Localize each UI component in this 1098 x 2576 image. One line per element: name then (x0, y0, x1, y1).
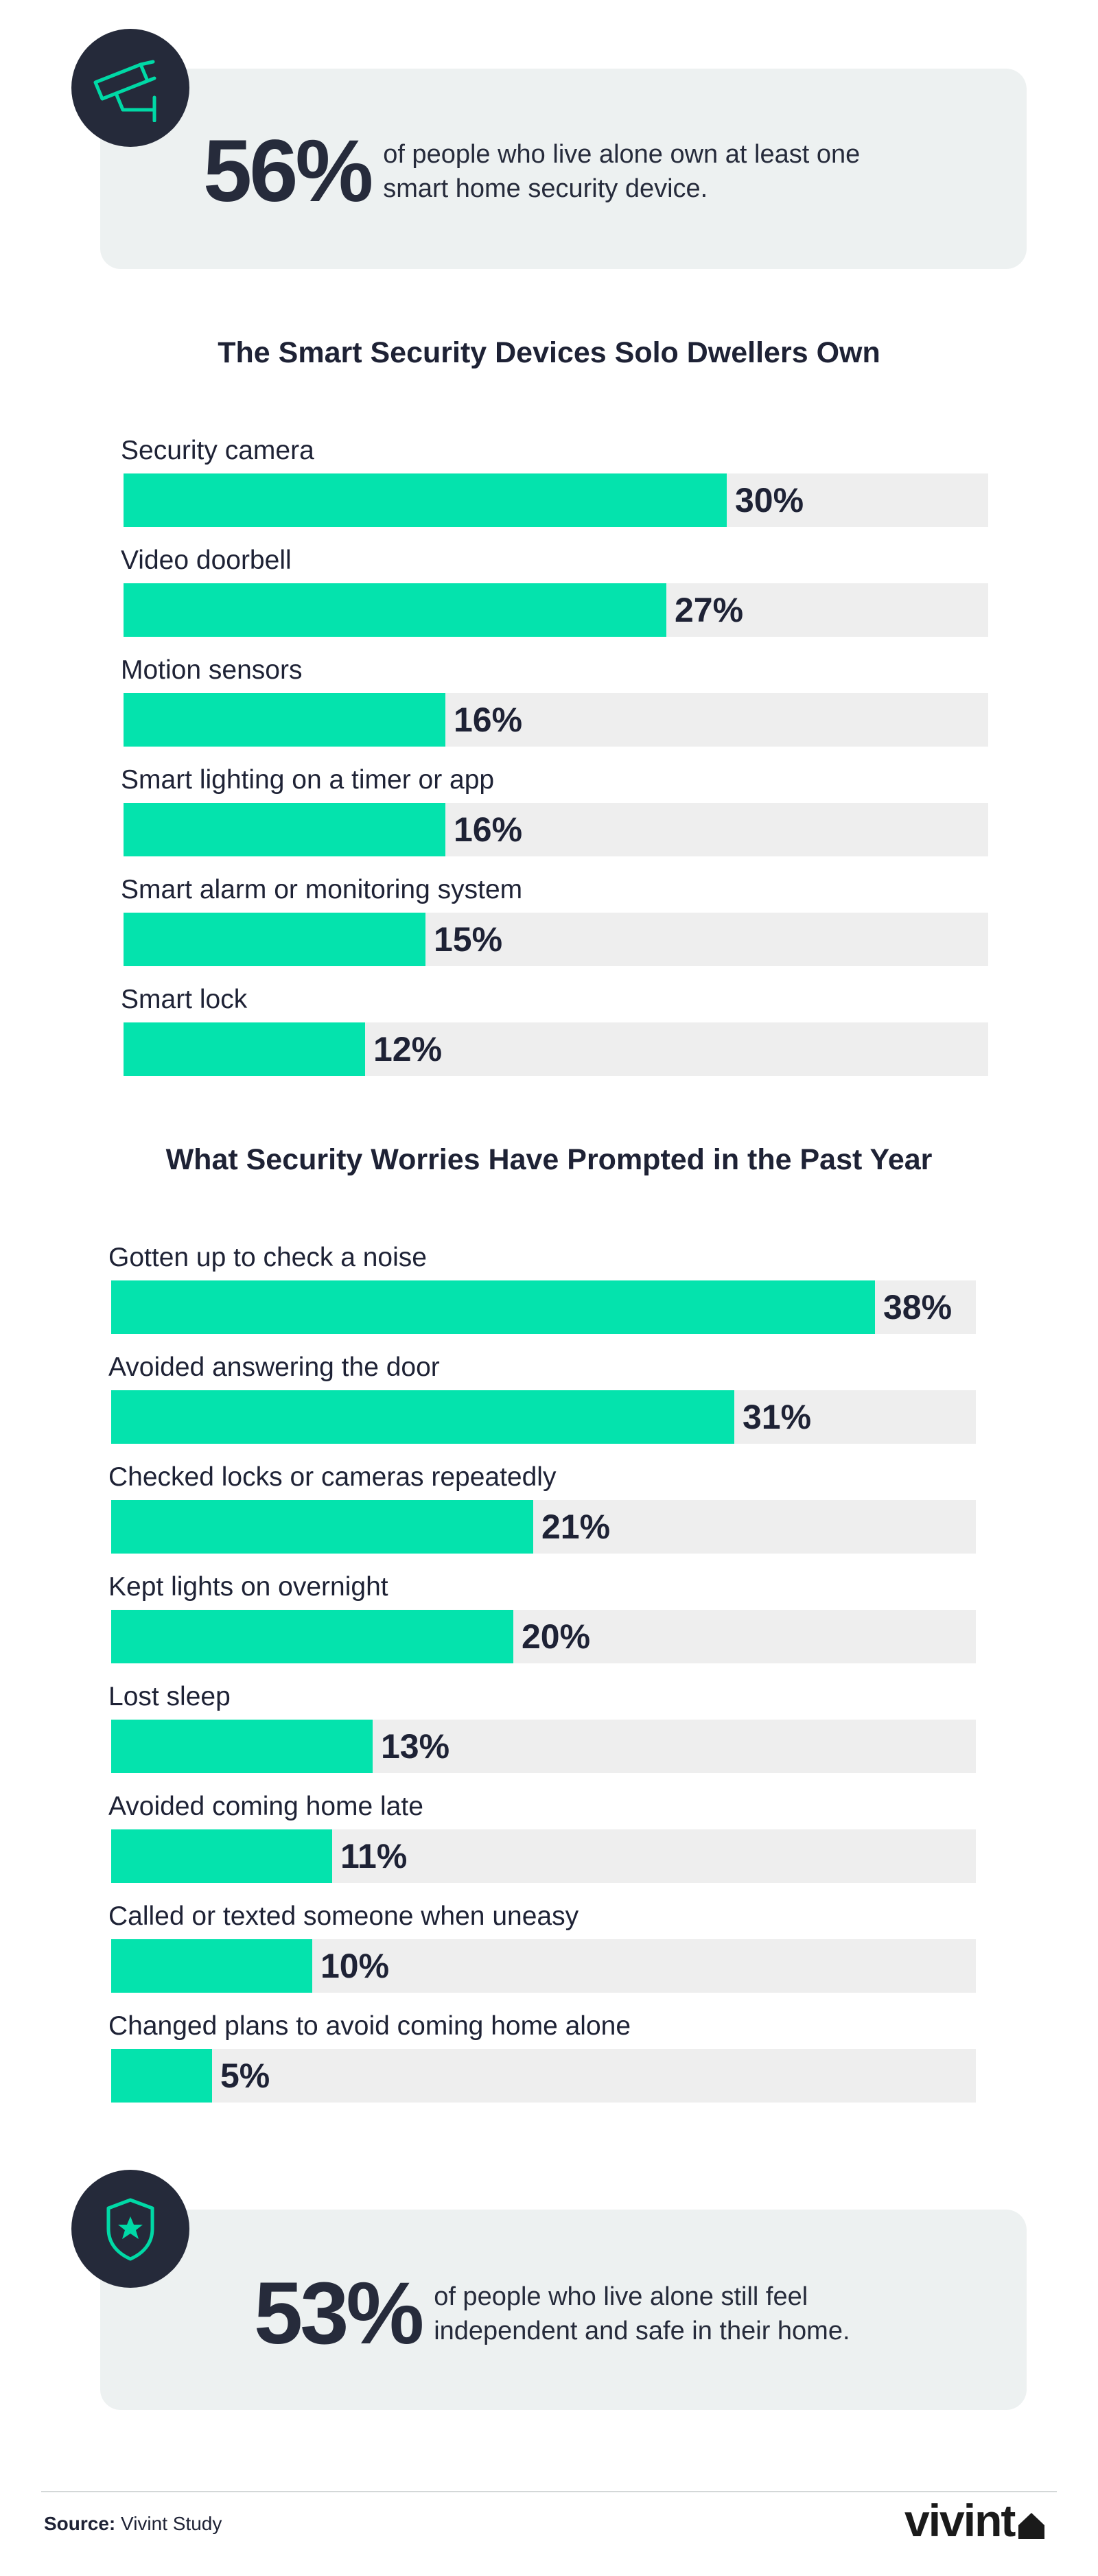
bar-value-label: 13% (381, 1727, 450, 1766)
bar-track: 21% (111, 1500, 976, 1554)
bar-value-label: 20% (522, 1617, 591, 1656)
bar-track: 10% (111, 1939, 976, 1993)
chart-2-row: Changed plans to avoid coming home alone… (108, 2009, 980, 2119)
bar-value-label: 21% (541, 1508, 611, 1546)
bar (124, 583, 666, 637)
bar-track: 30% (124, 473, 988, 527)
bar-track: 16% (124, 693, 988, 747)
chart-1-row: Security camera 30% (121, 434, 992, 543)
bar (124, 473, 727, 527)
house-icon (1018, 2513, 1045, 2539)
chart-2-row: Gotten up to check a noise 38% (108, 1241, 980, 1350)
vivint-logo: vivint (904, 2498, 1046, 2543)
bar-value-label: 31% (743, 1398, 812, 1436)
source-label: Source: (44, 2513, 116, 2534)
bar-track: 20% (111, 1610, 976, 1663)
bar-category-label: Called or texted someone when uneasy (108, 1901, 579, 1931)
bar-category-label: Smart lighting on a timer or app (121, 765, 495, 795)
bar-value-label: 16% (454, 810, 523, 849)
chart-1-row: Motion sensors 16% (121, 653, 992, 763)
chart-1-row: Smart lock 12% (121, 983, 992, 1092)
bar-category-label: Avoided answering the door (108, 1353, 440, 1382)
bar-track: 13% (111, 1720, 976, 1773)
logo-wordmark: vivint (904, 2495, 1016, 2546)
bar-value-label: 12% (373, 1030, 443, 1068)
chart-2-row: Checked locks or cameras repeatedly 21% (108, 1460, 980, 1570)
bar-value-label: 10% (320, 1947, 390, 1985)
shield-star-icon (106, 2198, 154, 2261)
bar-category-label: Gotten up to check a noise (108, 1243, 427, 1272)
bar-value-label: 38% (883, 1288, 953, 1326)
bar-track: 31% (111, 1390, 976, 1444)
bar (111, 1720, 373, 1773)
chart-2-row: Lost sleep 13% (108, 1680, 980, 1790)
footer-divider (41, 2491, 1057, 2492)
bar-category-label: Lost sleep (108, 1682, 231, 1711)
stat-text-bottom: of people who live alone still feel inde… (434, 2282, 850, 2345)
source-note: Source: Vivint Study (44, 2513, 222, 2535)
bar (124, 913, 425, 966)
chart-1-row: Smart lighting on a timer or app 16% (121, 763, 992, 873)
bar (111, 2049, 212, 2103)
chart-1-row: Video doorbell 27% (121, 543, 992, 653)
bar-track: 11% (111, 1829, 976, 1883)
bar-track: 15% (124, 913, 988, 966)
bar-track: 27% (124, 583, 988, 637)
bar-category-label: Security camera (121, 436, 314, 465)
bar (111, 1829, 332, 1883)
bar-track: 12% (124, 1022, 988, 1076)
bar-category-label: Checked locks or cameras repeatedly (108, 1462, 557, 1492)
bar-category-label: Kept lights on overnight (108, 1572, 388, 1602)
bar (111, 1610, 513, 1663)
bar (124, 803, 445, 856)
stat-card-bottom (100, 2210, 1027, 2410)
bar-track: 5% (111, 2049, 976, 2103)
stat-value-top: 56% (203, 122, 373, 220)
bar-value-label: 27% (675, 591, 744, 629)
bar (111, 1939, 312, 1993)
stat-card-top (100, 69, 1027, 269)
chart-2-title: What Security Worries Have Prompted in t… (165, 1143, 933, 1176)
bar (111, 1280, 875, 1334)
stat-text-top: of people who live alone own at least on… (383, 140, 861, 203)
source-name: Vivint Study (121, 2513, 222, 2534)
bar (124, 1022, 365, 1076)
bar-category-label: Motion sensors (121, 655, 303, 685)
chart-1: Security camera 30% Video doorbell 27% Motio… (121, 434, 992, 1092)
bar-category-label: Smart alarm or monitoring system (121, 875, 523, 904)
security-camera-icon (93, 60, 156, 122)
chart-2-row: Kept lights on overnight 20% (108, 1570, 980, 1680)
chart-2-row: Avoided answering the door 31% (108, 1350, 980, 1460)
bar-track: 16% (124, 803, 988, 856)
bar-category-label: Changed plans to avoid coming home alone (108, 2011, 631, 2041)
bar-category-label: Smart lock (121, 985, 248, 1014)
chart-1-title: The Smart Security Devices Solo Dwellers… (218, 336, 880, 369)
stat-icon-bottom (71, 2170, 189, 2288)
stat-block-top: 56% of people who live alone own at leas… (203, 128, 932, 215)
stat-icon-top (71, 29, 189, 147)
chart-2: Gotten up to check a noise 38% Avoided ans… (108, 1241, 980, 2126)
bar (111, 1390, 734, 1444)
stat-value-bottom: 53% (254, 2264, 424, 2363)
bar-value-label: 30% (735, 481, 804, 519)
bar-track: 38% (111, 1280, 976, 1334)
bar-category-label: Avoided coming home late (108, 1792, 423, 1821)
chart-2-row: Avoided coming home late 11% (108, 1790, 980, 1899)
bar-value-label: 16% (454, 701, 523, 739)
bar (124, 693, 445, 747)
chart-1-row: Smart alarm or monitoring system 15% (121, 873, 992, 983)
bar-category-label: Video doorbell (121, 546, 292, 575)
chart-2-row: Called or texted someone when uneasy 10% (108, 1899, 980, 2009)
bar-value-label: 5% (220, 2057, 270, 2095)
bar-value-label: 15% (434, 920, 503, 959)
bar-value-label: 11% (340, 1837, 408, 1875)
bar (111, 1500, 533, 1554)
stat-block-bottom: 53% of people who live alone still feel … (254, 2270, 914, 2358)
